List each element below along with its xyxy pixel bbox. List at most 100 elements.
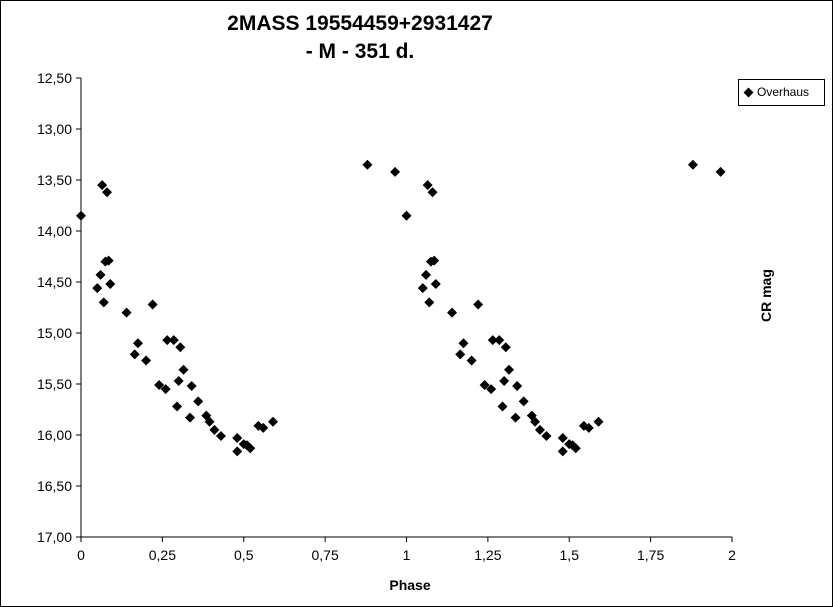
data-point: [172, 401, 183, 412]
data-point: [593, 416, 604, 427]
data-point: [479, 380, 490, 391]
data-point: [504, 364, 515, 375]
data-point: [215, 431, 226, 442]
data-point: [687, 159, 698, 170]
data-point: [557, 446, 568, 457]
data-point: [422, 180, 433, 191]
x-tick-label: 1,75: [637, 547, 664, 563]
data-point: [583, 422, 594, 433]
data-point: [98, 297, 109, 308]
data-point: [258, 422, 269, 433]
data-point: [175, 342, 186, 353]
data-point: [245, 443, 256, 454]
plot-axes: [80, 78, 732, 538]
x-tick-label: 0,25: [149, 547, 176, 563]
x-tick-label: 1,5: [560, 547, 580, 563]
y-tick-label: 16,00: [37, 427, 72, 443]
legend-entry-overhaus: Overhaus: [757, 85, 810, 99]
data-point: [362, 159, 373, 170]
data-point: [486, 384, 497, 395]
chart-title-line-2: - M - 351 d.: [305, 40, 415, 63]
data-point: [455, 349, 466, 360]
data-point: [168, 335, 179, 346]
data-point: [173, 375, 184, 386]
data-point: [185, 412, 196, 423]
data-point: [487, 335, 498, 346]
data-point: [421, 269, 432, 280]
data-point: [466, 355, 477, 366]
y-tick-label: 12,50: [37, 70, 72, 86]
y-axis-ticks: 12,50 13,00 13,50 14,00 14,50 15,00 15,50 16,00…: [37, 70, 81, 545]
data-point: [512, 381, 523, 392]
data-point: [497, 401, 508, 412]
y-tick-label: 17,00: [37, 529, 72, 545]
data-point: [129, 349, 140, 360]
data-point: [499, 375, 510, 386]
x-tick-label: 0,5: [234, 547, 254, 563]
data-point: [76, 210, 86, 221]
data-point: [541, 431, 552, 442]
data-point: [92, 283, 103, 294]
x-axis-ticks: 0 0,25 0,5 0,75 1 1,25 1,5 1,75 2: [77, 537, 736, 563]
data-point: [417, 283, 428, 294]
data-point: [510, 412, 521, 423]
y-tick-label: 16,50: [37, 478, 72, 494]
y-tick-label: 14,00: [37, 223, 72, 239]
data-point: [193, 396, 204, 407]
data-point: [121, 307, 132, 318]
data-point: [427, 187, 438, 198]
y-tick-label: 15,50: [37, 376, 72, 392]
data-point: [141, 355, 152, 366]
data-point: [401, 210, 412, 221]
data-point: [105, 279, 116, 290]
y-tick-label: 13,50: [37, 172, 72, 188]
x-tick-label: 1,25: [474, 547, 501, 563]
data-point: [429, 255, 440, 266]
data-point: [147, 299, 158, 310]
data-point: [162, 335, 173, 346]
data-points: [76, 159, 726, 457]
data-point: [500, 342, 511, 353]
data-point: [530, 416, 541, 427]
y-tick-label: 13,00: [37, 121, 72, 137]
data-point: [424, 297, 435, 308]
data-point: [458, 338, 469, 349]
data-point: [518, 396, 529, 407]
legend-marker-diamond: [743, 87, 754, 98]
data-point: [102, 187, 113, 198]
data-point: [473, 299, 484, 310]
data-point: [209, 424, 220, 435]
data-point: [95, 269, 106, 280]
data-point: [557, 433, 568, 444]
x-axis-label: Phase: [389, 577, 431, 593]
data-point: [178, 364, 189, 375]
data-point: [447, 307, 458, 318]
data-point: [494, 335, 505, 346]
y-axis-label: CR mag: [758, 269, 774, 322]
data-point: [268, 416, 279, 427]
data-point: [204, 416, 215, 427]
y-tick-label: 14,50: [37, 274, 72, 290]
y-tick-label: 15,00: [37, 325, 72, 341]
data-point: [232, 446, 243, 457]
data-point: [430, 279, 441, 290]
data-point: [160, 384, 171, 395]
x-tick-label: 0: [77, 547, 85, 563]
data-point: [154, 380, 165, 391]
data-point: [390, 166, 401, 177]
legend: Overhaus: [738, 79, 825, 106]
data-point: [97, 180, 108, 191]
chart-title-line-1: 2MASS 19554459+2931427: [227, 12, 493, 35]
x-tick-label: 2: [728, 547, 736, 563]
data-point: [186, 381, 197, 392]
data-point: [715, 166, 726, 177]
x-tick-label: 0,75: [312, 547, 339, 563]
data-point: [534, 424, 545, 435]
data-point: [132, 338, 143, 349]
data-point: [103, 255, 114, 266]
data-point: [570, 443, 581, 454]
data-point: [232, 433, 243, 444]
x-tick-label: 1: [403, 547, 411, 563]
